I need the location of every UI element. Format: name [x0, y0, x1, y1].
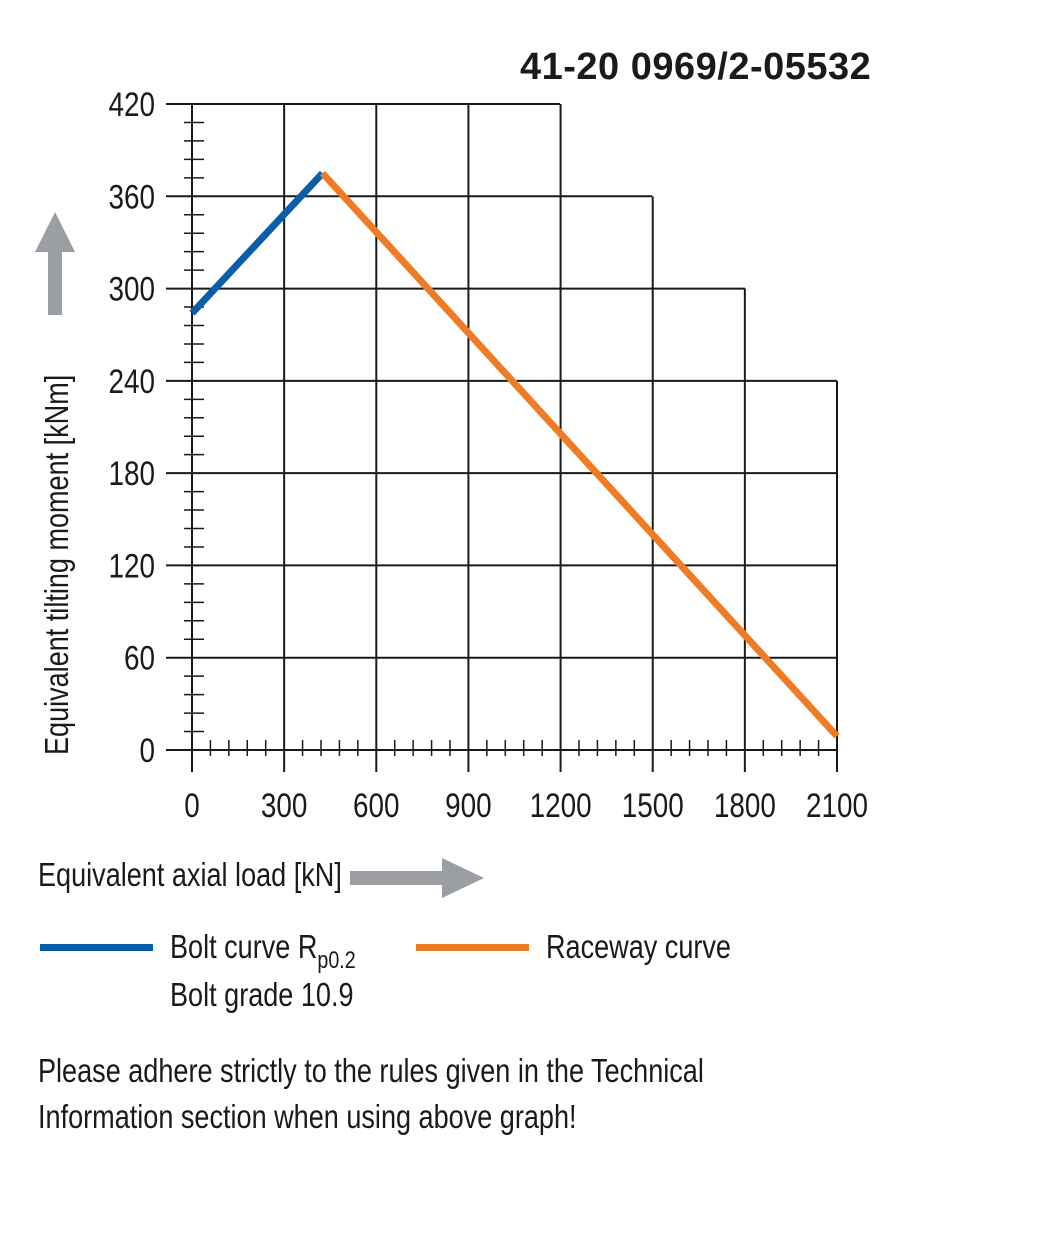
legend-bolt-swatch [40, 944, 153, 951]
y-axis-arrow-icon [35, 212, 75, 315]
x-tick-label: 1500 [622, 786, 684, 824]
usage-note-line-1: Please adhere strictly to the rules give… [38, 1052, 704, 1089]
y-tick-label: 420 [108, 85, 155, 123]
y-tick-label: 360 [108, 178, 155, 216]
chart-svg: 0 60 120 180 240 300 360 420 0 300 600 900 1200 1500 1… [35, 85, 868, 825]
y-tick-label: 60 [124, 639, 155, 677]
y-tick-label: 120 [108, 547, 155, 585]
x-tick-label: 1200 [530, 786, 592, 824]
x-tick-label: 900 [445, 786, 492, 824]
y-tick-label: 180 [108, 455, 155, 493]
x-axis-arrow-icon [350, 858, 484, 898]
usage-note: Please adhere strictly to the rules give… [38, 1048, 704, 1140]
legend-bolt-subscript: p0.2 [317, 947, 356, 974]
legend-raceway-swatch [416, 944, 529, 951]
x-tick-label: 600 [353, 786, 400, 824]
chart-title: 41-20 0969/2-05532 [520, 46, 872, 88]
x-tick-label: 300 [261, 786, 308, 824]
series-bolt-curve [189, 170, 326, 316]
legend-bolt-grade: Bolt grade 10.9 [170, 976, 354, 1013]
x-axis-label: Equivalent axial load [kN] [38, 856, 342, 893]
y-axis-label: Equivalent tilting moment [kNm] [40, 375, 76, 755]
x-tick-label: 1800 [714, 786, 776, 824]
legend-bolt-label: Bolt curve Rp0.2 [170, 928, 356, 974]
legend-bolt-text: Bolt curve R [170, 928, 318, 965]
series-raceway-curve [319, 170, 840, 739]
x-axis-label-row: Equivalent axial load [kN] [38, 856, 409, 894]
y-tick-label: 0 [139, 731, 155, 769]
y-tick-label: 240 [108, 362, 155, 400]
x-tick-label: 0 [184, 786, 200, 824]
legend-raceway-label: Raceway curve [546, 928, 731, 965]
usage-note-line-2: Information section when using above gra… [38, 1098, 577, 1135]
y-tick-label: 300 [108, 270, 155, 308]
x-tick-label: 2100 [806, 786, 868, 824]
